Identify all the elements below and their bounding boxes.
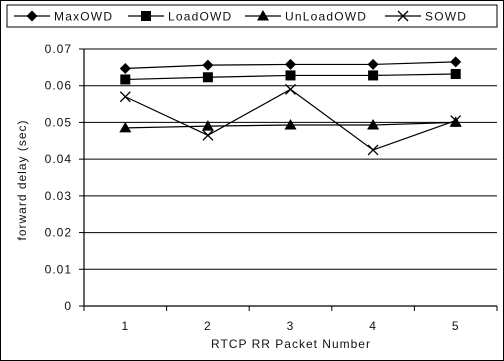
y-tick-label: 0.01 — [45, 262, 72, 276]
data-point-loadowd — [202, 72, 213, 83]
x-marker-stroke — [397, 10, 409, 22]
y-tick-label: 0.05 — [45, 115, 72, 129]
x-marker-stroke — [367, 144, 379, 156]
data-point-unloadowd — [119, 121, 132, 133]
data-point-unloadowd — [284, 118, 297, 130]
x-marker-stroke — [202, 129, 214, 141]
x-marker-stroke — [450, 115, 462, 127]
data-point-sowd — [119, 91, 131, 103]
data-point-loadowd — [368, 70, 379, 81]
x-marker-stroke — [119, 91, 131, 103]
series-lines — [119, 56, 462, 156]
x-tick-label: 1 — [121, 319, 129, 333]
legend-label: LoadOWD — [168, 10, 232, 24]
legend: MaxOWD LoadOWD UnLoadOWD SOWD — [6, 4, 498, 28]
data-point-unloadowd — [201, 120, 214, 131]
x-marker-stroke — [285, 83, 296, 95]
axes — [83, 49, 498, 311]
legend-marker-maxowd — [26, 10, 38, 22]
data-point-sowd — [367, 144, 379, 156]
data-point-maxowd — [367, 58, 379, 70]
legend-label: SOWD — [425, 10, 467, 24]
data-point-maxowd — [450, 56, 462, 68]
y-tick-label: 0.04 — [45, 152, 72, 166]
data-point-sowd — [450, 115, 462, 127]
data-point-sowd — [285, 83, 296, 95]
series-maxowd — [119, 56, 462, 74]
legend-item-maxowd: MaxOWD — [14, 10, 113, 24]
legend-label: UnLoadOWD — [285, 10, 367, 24]
data-point-unloadowd — [367, 118, 380, 130]
data-point-maxowd — [119, 62, 131, 74]
x-tick-label: 4 — [369, 319, 377, 333]
data-point-loadowd — [450, 68, 461, 79]
y-tick-label: 0.07 — [45, 42, 72, 56]
x-tick-label: 3 — [287, 319, 295, 333]
legend-marker-loadowd — [141, 11, 151, 21]
legend-marker-sowd — [397, 10, 409, 22]
legend-item-loadowd: LoadOWD — [128, 10, 232, 24]
data-point-maxowd — [285, 58, 296, 70]
y-tick-label: 0.06 — [45, 79, 72, 93]
data-point-sowd — [202, 129, 214, 141]
x-tick-label: 5 — [452, 319, 460, 333]
y-tick-label: 0.02 — [45, 226, 72, 240]
series-loadowd — [120, 68, 461, 85]
data-point-maxowd — [202, 59, 214, 71]
y-axis-title: forward delay (sec) — [15, 119, 29, 240]
y-tick-label: 0 — [64, 299, 72, 313]
legend-marker-unloadowd — [257, 10, 269, 21]
legend-item-sowd: SOWD — [385, 10, 467, 24]
data-point-loadowd — [285, 70, 296, 81]
x-axis-title: RTCP RR Packet Number — [211, 337, 371, 351]
legend-label: MaxOWD — [54, 10, 113, 24]
data-point-loadowd — [120, 74, 131, 85]
x-tick-labels: 1 2 3 4 5 — [121, 319, 460, 333]
x-tick-label: 2 — [204, 319, 212, 333]
y-tick-label: 0.03 — [45, 189, 72, 203]
legend-item-unloadowd: UnLoadOWD — [245, 10, 367, 24]
series-sowd — [119, 83, 462, 156]
y-tick-labels: 0 0.01 0.02 0.03 0.04 0.05 0.06 0.07 — [45, 42, 72, 313]
